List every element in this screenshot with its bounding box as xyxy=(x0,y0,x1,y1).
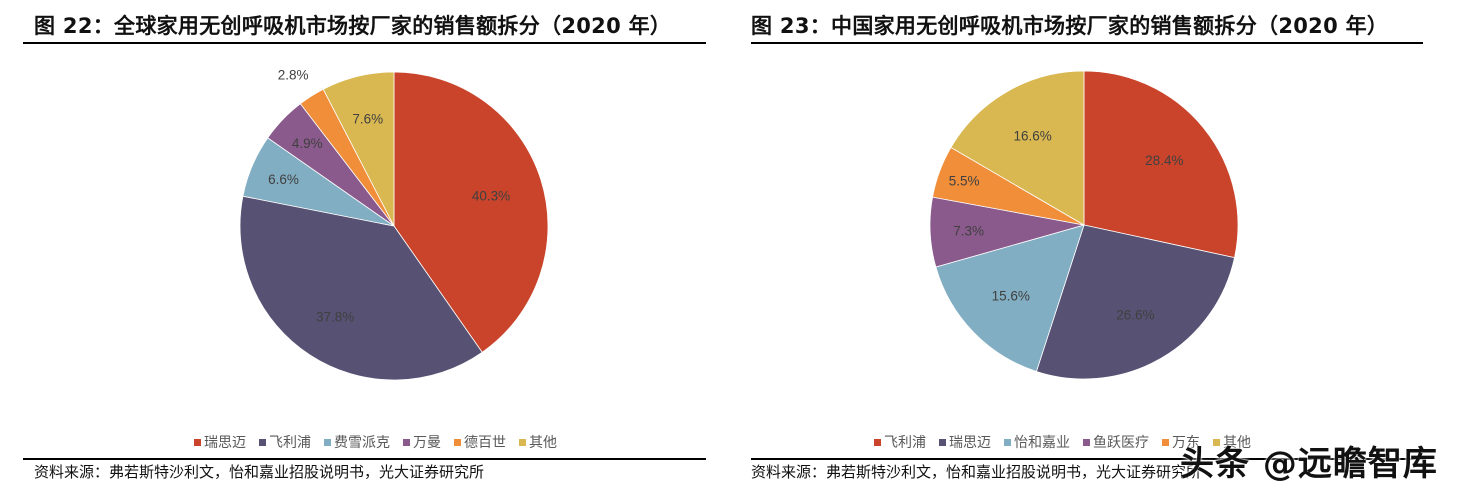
title-underline xyxy=(751,42,1423,44)
pie-slice-label: 6.6% xyxy=(268,172,299,187)
figure-22-panel: 图 22：全球家用无创呼吸机市场按厂家的销售额拆分（2020 年） 40.3% 3… xyxy=(23,14,706,481)
legend-swatch xyxy=(939,438,946,446)
pie-slice-label: 28.4% xyxy=(1145,153,1183,168)
source-note: 资料来源：弗若斯特沙利文，怡和嘉业招股说明书，光大证券研究所 xyxy=(34,463,485,481)
pie-slice-label: 26.6% xyxy=(1116,307,1154,322)
pie-slice-2 xyxy=(1035,224,1235,380)
source-divider xyxy=(23,458,706,460)
legend-swatch xyxy=(1162,438,1169,446)
legend-swatch xyxy=(1083,438,1090,446)
legend-swatch xyxy=(1213,438,1220,446)
legend-item-philips: 飞利浦 xyxy=(259,432,311,452)
pie-slice-6 xyxy=(322,71,395,227)
legend-swatch xyxy=(454,438,461,446)
legend-label: 德百世 xyxy=(464,435,506,451)
pie-slice-1 xyxy=(1083,70,1239,259)
legend-swatch xyxy=(1004,438,1011,446)
pie-slice-label: 7.3% xyxy=(953,223,984,238)
figure-22-title: 图 22：全球家用无创呼吸机市场按厂家的销售额拆分（2020 年） xyxy=(34,14,672,38)
legend-swatch xyxy=(403,438,410,446)
legend-label: 鱼跃医疗 xyxy=(1093,435,1149,451)
pie-slice-label: 5.5% xyxy=(949,174,980,189)
pie-slice-label: 40.3% xyxy=(472,189,510,204)
legend-item-loewenstein: 万曼 xyxy=(403,432,441,452)
pie-slice-3 xyxy=(935,224,1085,372)
legend-item-devilbiss: 德百世 xyxy=(454,432,506,452)
legend-item-others: 其他 xyxy=(519,432,557,452)
legend-swatch xyxy=(194,438,201,446)
pie-slice-6 xyxy=(950,70,1085,226)
legend-item-resmed: 瑞思迈 xyxy=(194,432,246,452)
pie-slice-label: 7.6% xyxy=(352,111,383,126)
legend-label: 费雪派克 xyxy=(334,435,390,451)
legend-label: 其他 xyxy=(1223,435,1251,451)
legend-swatch xyxy=(874,438,881,446)
pie-slice-1 xyxy=(393,71,549,353)
pie-slice-label: 15.6% xyxy=(992,289,1030,304)
legend-item-bmc: 怡和嘉业 xyxy=(1004,432,1070,452)
pie-slice-label: 37.8% xyxy=(316,309,354,324)
pie-slice-label: 16.6% xyxy=(1013,129,1051,144)
global-market-pie-chart: 40.3% 37.8% 6.6% 4.9% 2.8% 7.6% xyxy=(239,67,549,381)
figure-23-panel: 图 23：中国家用无创呼吸机市场按厂家的销售额拆分（2020 年） 28.4% 2… xyxy=(734,0,1468,491)
legend-swatch xyxy=(519,438,526,446)
legend-label: 怡和嘉业 xyxy=(1014,435,1070,451)
legend-label: 其他 xyxy=(529,435,557,451)
legend-label: 瑞思迈 xyxy=(949,435,991,451)
legend-item-yuwell: 鱼跃医疗 xyxy=(1083,432,1149,452)
pie-slice-2 xyxy=(239,195,483,381)
legend-item-others: 其他 xyxy=(1213,432,1251,452)
watermark-text: 头条 @远瞻智库 xyxy=(1180,444,1438,484)
china-market-pie-chart: 28.4% 26.6% 15.6% 7.3% 5.5% 16.6% xyxy=(929,70,1239,380)
legend-label: 飞利浦 xyxy=(884,435,926,451)
source-divider xyxy=(751,458,1423,460)
pie-legend: 瑞思迈 飞利浦 费雪派克 万曼 德百世 其他 xyxy=(194,432,570,452)
legend-swatch xyxy=(259,438,266,446)
legend-item-wandong: 万东 xyxy=(1162,432,1200,452)
pie-legend: 飞利浦 瑞思迈 怡和嘉业 鱼跃医疗 万东 其他 xyxy=(874,432,1264,452)
legend-label: 飞利浦 xyxy=(269,435,311,451)
legend-label: 万东 xyxy=(1172,435,1200,451)
figure-23-title: 图 23：中国家用无创呼吸机市场按厂家的销售额拆分（2020 年） xyxy=(751,14,1389,38)
pie-slice-label: 2.8% xyxy=(278,67,309,82)
legend-swatch xyxy=(324,438,331,446)
legend-label: 瑞思迈 xyxy=(204,435,246,451)
legend-label: 万曼 xyxy=(413,435,441,451)
source-note: 资料来源：弗若斯特沙利文，怡和嘉业招股说明书，光大证券研究所 xyxy=(751,463,1202,481)
pie-slice-label: 4.9% xyxy=(292,136,323,151)
legend-item-resmed: 瑞思迈 xyxy=(939,432,991,452)
title-underline xyxy=(23,42,706,44)
legend-item-fisher-paykel: 费雪派克 xyxy=(324,432,390,452)
legend-item-philips: 飞利浦 xyxy=(874,432,926,452)
